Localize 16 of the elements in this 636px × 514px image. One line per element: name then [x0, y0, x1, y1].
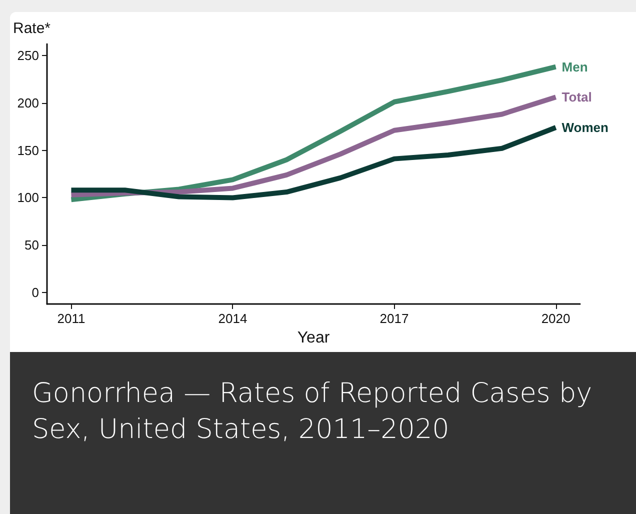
x-axis-title: Year [297, 330, 330, 346]
x-tick-label: 2017 [380, 311, 409, 326]
y-tick-label: 100 [17, 190, 39, 206]
y-tick-label: 50 [24, 238, 39, 253]
series-label: Women [562, 120, 609, 136]
y-tick-label: 0 [32, 285, 39, 300]
x-tick-label: 2011 [57, 311, 86, 326]
x-tick-label: 2020 [541, 311, 570, 326]
y-axis-title: Rate* [13, 20, 51, 37]
y-tick-label: 200 [17, 95, 39, 110]
series-label: Total [562, 90, 592, 105]
series-label: Men [562, 59, 588, 74]
x-tick-label: 2014 [218, 311, 248, 326]
y-tick-label: 150 [17, 142, 39, 158]
text: Gonorrhea — Rates of Reported Cases by Sex, United States, 2011–2020 [10, 352, 636, 514]
y-tick-label: 250 [17, 48, 39, 63]
